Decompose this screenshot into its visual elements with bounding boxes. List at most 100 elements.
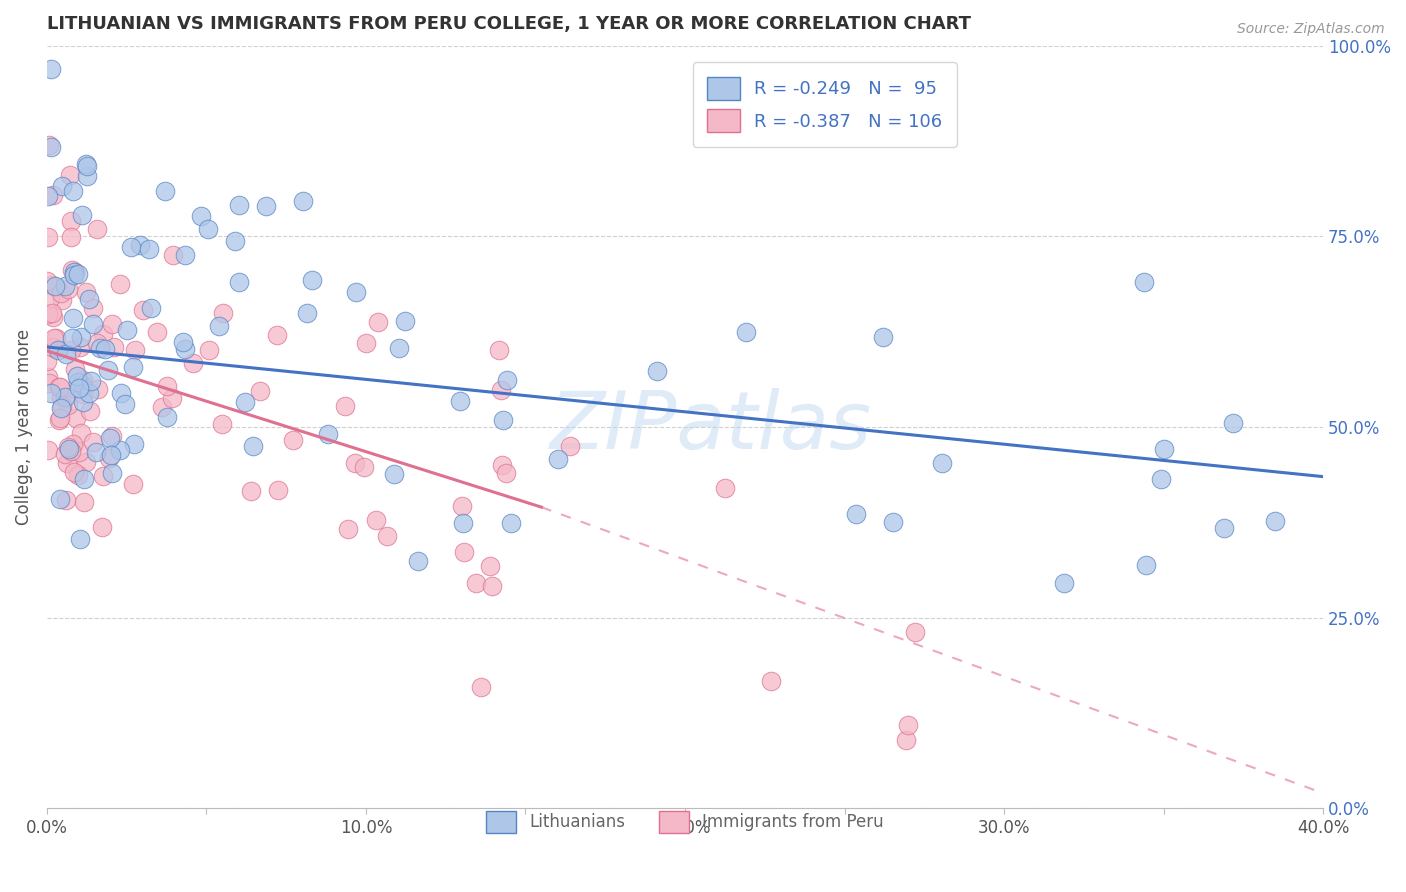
Point <box>44 341 66 355</box>
Point <box>60 263 83 277</box>
Text: Source: ZipAtlas.com: Source: ZipAtlas.com <box>1237 22 1385 37</box>
Point <box>37 307 59 321</box>
Point <box>904 624 927 639</box>
Point <box>1222 416 1244 430</box>
Point <box>53 390 76 404</box>
Point <box>242 439 264 453</box>
Point <box>408 553 430 567</box>
Point <box>72 395 94 409</box>
Point <box>70 208 93 222</box>
Point <box>37 353 59 368</box>
Point <box>333 399 356 413</box>
Point <box>1150 472 1173 486</box>
Point <box>382 467 405 482</box>
Point <box>291 194 314 208</box>
Point <box>58 442 80 457</box>
Point <box>558 439 581 453</box>
Point <box>931 456 953 470</box>
Point <box>41 340 63 354</box>
Point <box>72 387 94 401</box>
Point <box>49 410 72 425</box>
Point <box>316 427 339 442</box>
Point <box>65 410 87 425</box>
Point <box>55 278 77 293</box>
Point <box>1053 576 1076 591</box>
Point <box>49 401 72 416</box>
Point <box>337 522 360 536</box>
Point <box>63 466 86 480</box>
Point <box>153 185 176 199</box>
Point <box>173 248 195 262</box>
Point <box>150 400 173 414</box>
Point <box>882 515 904 529</box>
Point <box>110 386 132 401</box>
Point <box>233 395 256 409</box>
Point <box>208 318 231 333</box>
Point <box>35 274 58 288</box>
Point <box>48 413 70 427</box>
Point <box>100 429 122 443</box>
Point <box>37 230 59 244</box>
Point <box>46 343 69 357</box>
Point <box>73 472 96 486</box>
Point <box>79 292 101 306</box>
Point <box>76 169 98 183</box>
Point <box>82 434 104 449</box>
Point <box>79 386 101 401</box>
Point <box>181 356 204 370</box>
Point <box>69 340 91 354</box>
Point <box>70 378 93 392</box>
Point <box>394 314 416 328</box>
Point <box>897 718 920 732</box>
Point <box>295 306 318 320</box>
Point <box>160 391 183 405</box>
Point <box>55 346 77 360</box>
Point <box>42 187 65 202</box>
Point <box>84 444 107 458</box>
Point <box>845 507 868 521</box>
Point <box>301 273 323 287</box>
Point <box>51 179 73 194</box>
Point <box>67 445 90 459</box>
Text: LITHUANIAN VS IMMIGRANTS FROM PERU COLLEGE, 1 YEAR OR MORE CORRELATION CHART: LITHUANIAN VS IMMIGRANTS FROM PERU COLLE… <box>46 15 972 33</box>
Point <box>228 276 250 290</box>
Point <box>51 293 73 307</box>
Point <box>38 138 60 153</box>
Point <box>488 343 510 357</box>
Point <box>453 545 475 559</box>
Point <box>499 516 522 531</box>
Point <box>228 198 250 212</box>
Point <box>86 222 108 236</box>
Point <box>49 285 72 300</box>
Point <box>267 483 290 498</box>
Point <box>48 380 70 394</box>
Point <box>101 466 124 480</box>
Point <box>375 529 398 543</box>
Point <box>73 495 96 509</box>
Point <box>48 380 70 394</box>
Point <box>67 375 90 389</box>
Point <box>114 397 136 411</box>
Point <box>138 242 160 256</box>
Point <box>91 326 114 341</box>
Point <box>80 374 103 388</box>
Point <box>1264 514 1286 528</box>
Point <box>69 533 91 547</box>
Point <box>115 323 138 337</box>
Point <box>190 209 212 223</box>
Point <box>59 214 82 228</box>
Point <box>108 442 131 457</box>
Point <box>266 328 288 343</box>
Point <box>39 291 62 305</box>
Point <box>1135 558 1157 573</box>
Point <box>51 399 73 413</box>
Point <box>122 437 145 451</box>
Point <box>120 240 142 254</box>
Point <box>41 306 63 320</box>
Point <box>129 238 152 252</box>
Point <box>121 359 143 374</box>
Point <box>124 343 146 357</box>
Point <box>735 325 758 339</box>
Point <box>41 278 63 293</box>
Point <box>449 393 471 408</box>
